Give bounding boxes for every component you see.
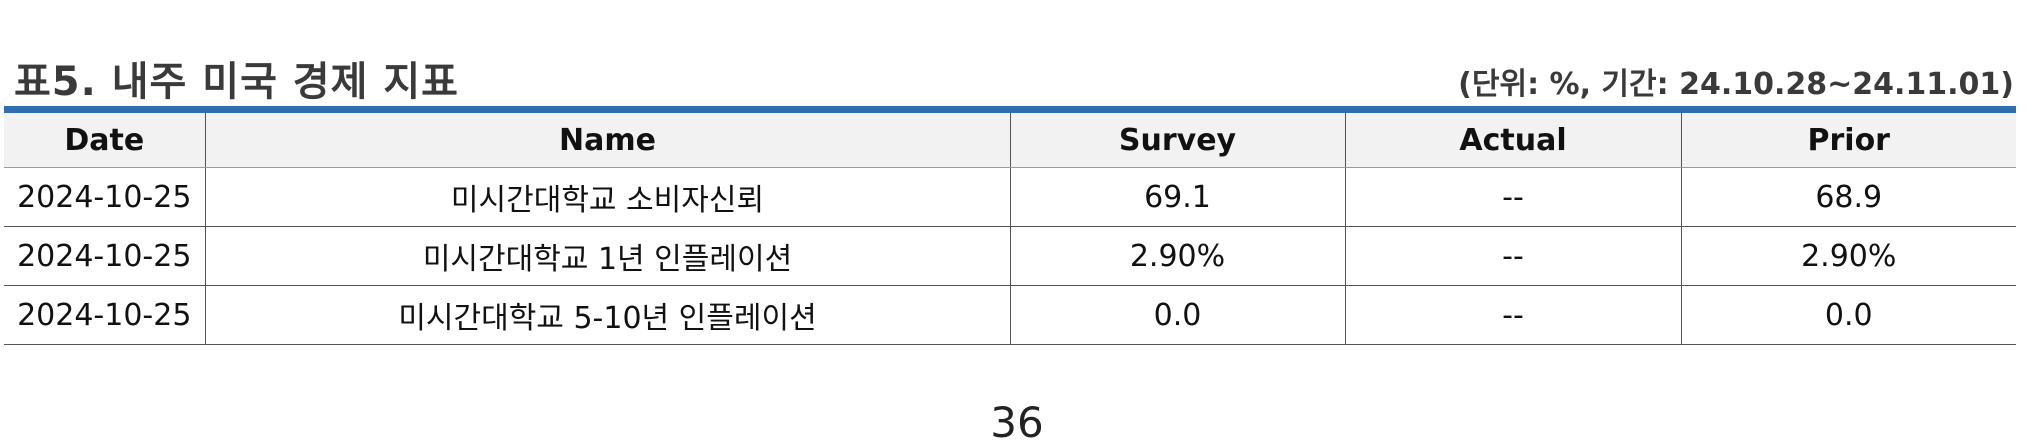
column-header-name: Name: [204, 113, 1010, 168]
cell-survey: 2.90%: [1009, 226, 1345, 286]
unit-note: (단위: %, 기간: 24.10.28~24.11.01): [1458, 67, 2014, 102]
column-header-survey: Survey: [1009, 113, 1345, 168]
cell-name: 미시간대학교 5-10년 인플레이션: [204, 285, 1010, 345]
economic-indicators-table: Date Name Survey Actual Prior 2024-10-25…: [4, 113, 2016, 345]
page-number: 36: [990, 398, 1044, 447]
cell-name: 미시간대학교 소비자신뢰: [204, 167, 1010, 227]
table-row: 2024-10-25 미시간대학교 소비자신뢰 69.1 -- 68.9: [4, 167, 2016, 227]
header-rule: [4, 106, 2016, 113]
column-header-prior: Prior: [1680, 113, 2016, 168]
cell-date: 2024-10-25: [4, 226, 205, 286]
cell-survey: 69.1: [1009, 167, 1345, 227]
cell-actual: --: [1344, 167, 1681, 227]
cell-survey: 0.0: [1009, 285, 1345, 345]
cell-date: 2024-10-25: [4, 285, 205, 345]
table-row: 2024-10-25 미시간대학교 1년 인플레이션 2.90% -- 2.90…: [4, 226, 2016, 286]
column-header-date: Date: [4, 113, 205, 168]
cell-actual: --: [1344, 226, 1681, 286]
cell-name: 미시간대학교 1년 인플레이션: [204, 226, 1010, 286]
column-header-actual: Actual: [1344, 113, 1681, 168]
cell-prior: 0.0: [1680, 285, 2016, 345]
cell-prior: 2.90%: [1680, 226, 2016, 286]
table-header-bar: 표5. 내주 미국 경제 지표 (단위: %, 기간: 24.10.28~24.…: [14, 52, 2014, 102]
cell-date: 2024-10-25: [4, 167, 205, 227]
cell-actual: --: [1344, 285, 1681, 345]
cell-prior: 68.9: [1680, 167, 2016, 227]
table-title: 표5. 내주 미국 경제 지표: [14, 59, 459, 105]
table-header-row: Date Name Survey Actual Prior: [4, 113, 2016, 168]
table-row: 2024-10-25 미시간대학교 5-10년 인플레이션 0.0 -- 0.0: [4, 285, 2016, 345]
